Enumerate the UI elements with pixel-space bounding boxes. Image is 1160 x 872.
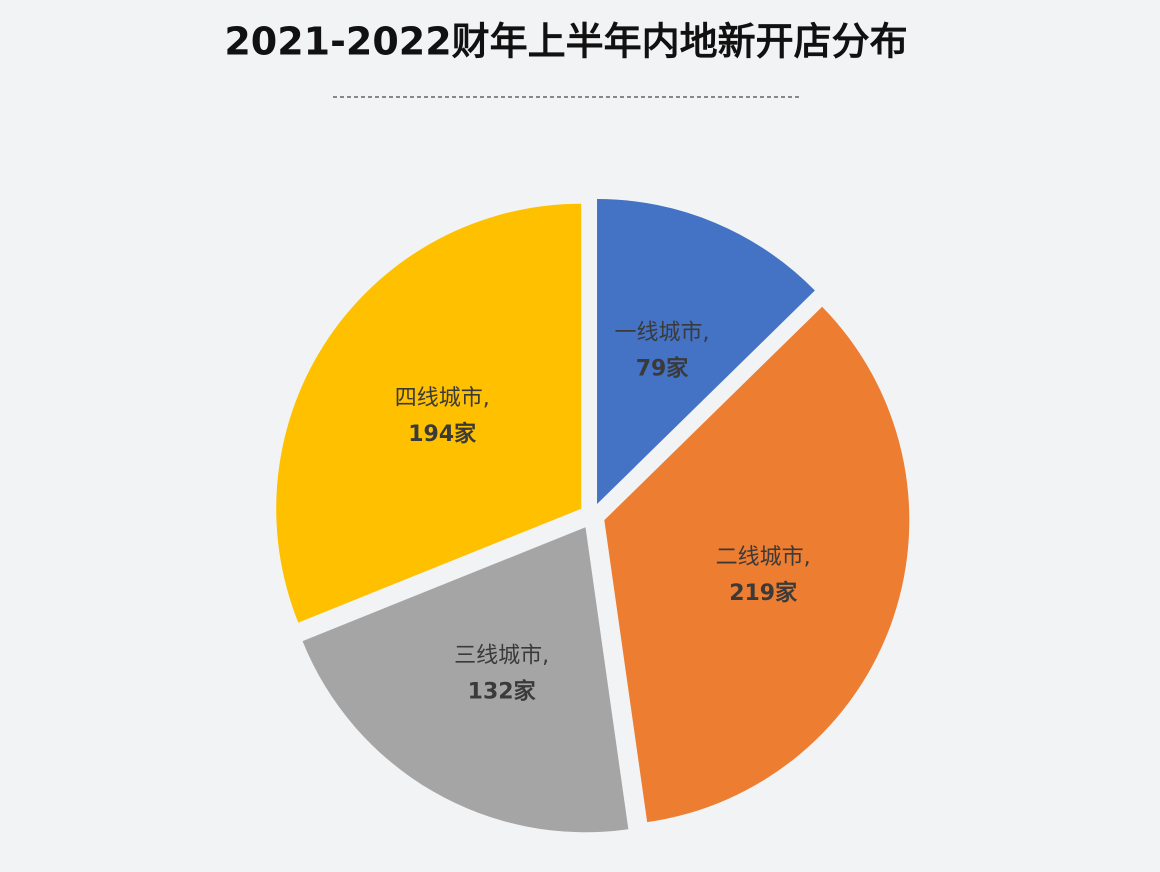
slice-value-label: 194家 <box>408 421 477 447</box>
pie-slice <box>302 527 629 833</box>
slice-category-label: 一线城市, <box>615 320 710 345</box>
pie-slice <box>604 306 910 823</box>
slice-value-label: 132家 <box>468 679 537 705</box>
slice-value-label: 79家 <box>636 355 690 381</box>
pie-slice <box>597 199 815 505</box>
chart-title: 2021-2022财年上半年内地新开店分布 <box>224 20 907 64</box>
pie-slice <box>276 203 582 623</box>
slice-category-label: 四线城市, <box>395 386 490 411</box>
slice-category-label: 三线城市, <box>454 644 549 669</box>
slice-value-label: 219家 <box>729 580 798 606</box>
slice-category-label: 二线城市, <box>716 545 811 570</box>
